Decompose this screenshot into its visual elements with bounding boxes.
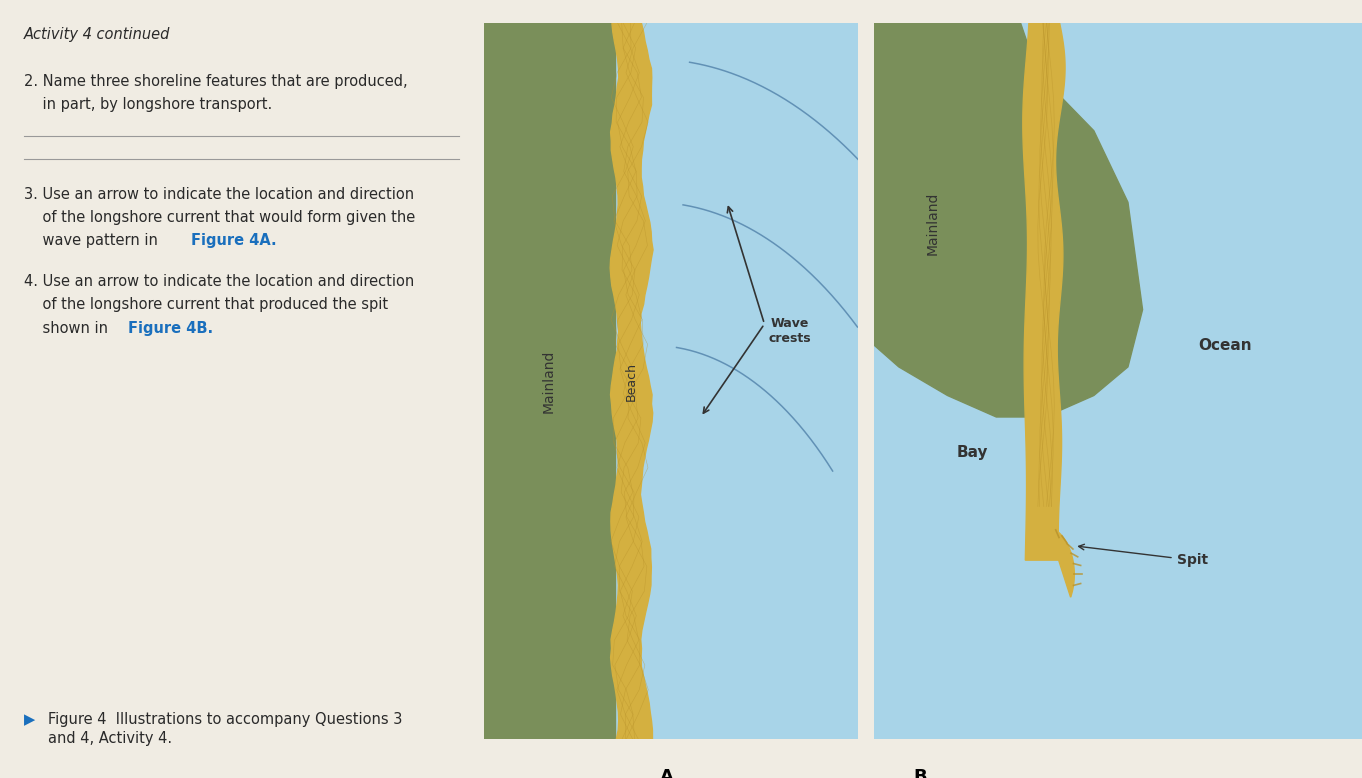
Text: Wave
crests: Wave crests [768, 317, 810, 345]
Polygon shape [1041, 513, 1075, 598]
Text: wave pattern in: wave pattern in [25, 233, 162, 248]
Text: ▶: ▶ [25, 712, 35, 727]
Text: Figure 4  Illustrations to accompany Questions 3: Figure 4 Illustrations to accompany Ques… [49, 712, 403, 727]
Text: of the longshore current that produced the spit: of the longshore current that produced t… [25, 297, 388, 312]
Text: in part, by longshore transport.: in part, by longshore transport. [25, 97, 272, 112]
Text: Ocean: Ocean [1199, 338, 1252, 353]
Text: Bay: Bay [956, 445, 987, 461]
Text: Activity 4 continued: Activity 4 continued [25, 27, 170, 42]
Text: of the longshore current that would form given the: of the longshore current that would form… [25, 210, 415, 225]
Text: 2. Name three shoreline features that are produced,: 2. Name three shoreline features that ar… [25, 74, 407, 89]
Text: B.: B. [914, 768, 934, 778]
Text: Beach: Beach [625, 362, 637, 401]
Text: shown in: shown in [25, 321, 113, 335]
Text: Mainland: Mainland [926, 192, 940, 255]
Text: 4. Use an arrow to indicate the location and direction: 4. Use an arrow to indicate the location… [25, 274, 414, 289]
Text: and 4, Activity 4.: and 4, Activity 4. [49, 731, 173, 746]
Text: Spit: Spit [1079, 545, 1208, 567]
Polygon shape [874, 23, 1143, 417]
Polygon shape [610, 23, 652, 739]
Bar [484, 23, 614, 739]
Text: 3. Use an arrow to indicate the location and direction: 3. Use an arrow to indicate the location… [25, 187, 414, 202]
Text: Mainland: Mainland [542, 349, 556, 413]
Text: Figure 4B.: Figure 4B. [128, 321, 214, 335]
Text: Figure 4A.: Figure 4A. [191, 233, 276, 248]
Text: A.: A. [661, 768, 681, 778]
Polygon shape [1023, 23, 1065, 560]
